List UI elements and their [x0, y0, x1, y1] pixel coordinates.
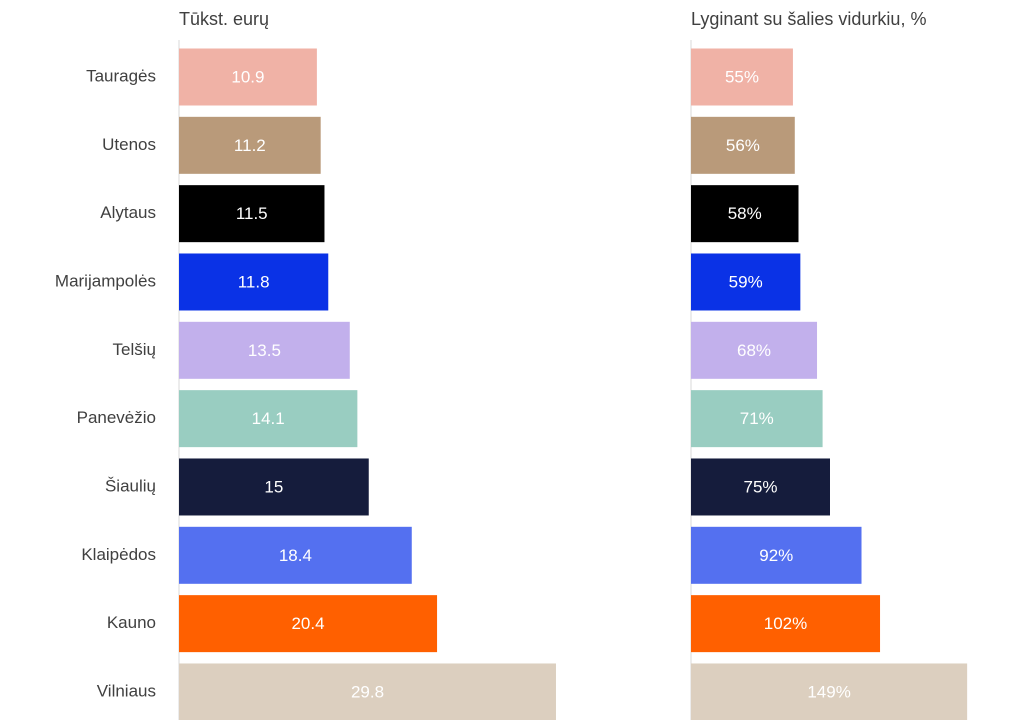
- bar: [691, 526, 862, 584]
- category-label: Telšių: [113, 340, 156, 359]
- category-label: Vilniaus: [97, 681, 156, 700]
- value-label: 10.9: [231, 67, 264, 86]
- bar: [179, 458, 369, 516]
- bar: [179, 321, 350, 379]
- bar: [179, 253, 329, 311]
- value-label: 92%: [759, 546, 793, 565]
- bar: [691, 185, 799, 243]
- category-label: Klaipėdos: [81, 545, 156, 564]
- value-label: 20.4: [291, 614, 324, 633]
- bar: [691, 663, 968, 720]
- value-label: 149%: [807, 682, 850, 701]
- category-label: Panevėžio: [77, 408, 156, 427]
- category-label: Šiaulių: [105, 476, 156, 495]
- bar: [691, 116, 795, 174]
- value-label: 15: [264, 477, 283, 496]
- category-label: Tauragės: [86, 66, 156, 85]
- value-label: 14.1: [252, 409, 285, 428]
- bar: [691, 390, 823, 448]
- value-label: 71%: [740, 409, 774, 428]
- value-label: 29.8: [351, 682, 384, 701]
- value-label: 11.5: [236, 204, 268, 223]
- category-label: Kauno: [107, 613, 156, 632]
- value-label: 75%: [743, 477, 777, 496]
- bar: [691, 458, 830, 516]
- category-label: Utenos: [102, 135, 156, 154]
- chart-title: Lyginant su šalies vidurkiu, %: [691, 9, 926, 29]
- bar: [179, 663, 556, 720]
- bar: [179, 48, 317, 106]
- category-label: Alytaus: [100, 203, 156, 222]
- bar: [179, 390, 358, 448]
- value-label: 58%: [728, 204, 762, 223]
- bar: [691, 253, 801, 311]
- value-label: 18.4: [279, 546, 312, 565]
- value-label: 102%: [764, 614, 807, 633]
- category-label: Marijampolės: [55, 271, 156, 290]
- bar: [691, 48, 793, 106]
- value-label: 56%: [726, 136, 760, 155]
- value-label: 11.2: [234, 136, 266, 155]
- value-label: 68%: [737, 341, 771, 360]
- bar: [179, 526, 412, 584]
- value-label: 11.8: [238, 272, 270, 291]
- value-label: 13.5: [248, 341, 281, 360]
- value-label: 55%: [725, 67, 759, 86]
- bar: [179, 595, 438, 653]
- bar: [179, 116, 321, 174]
- bar: [691, 595, 881, 653]
- bar: [691, 321, 818, 379]
- bar: [179, 185, 325, 243]
- chart-title: Tūkst. eurų: [179, 9, 269, 29]
- value-label: 59%: [729, 272, 763, 291]
